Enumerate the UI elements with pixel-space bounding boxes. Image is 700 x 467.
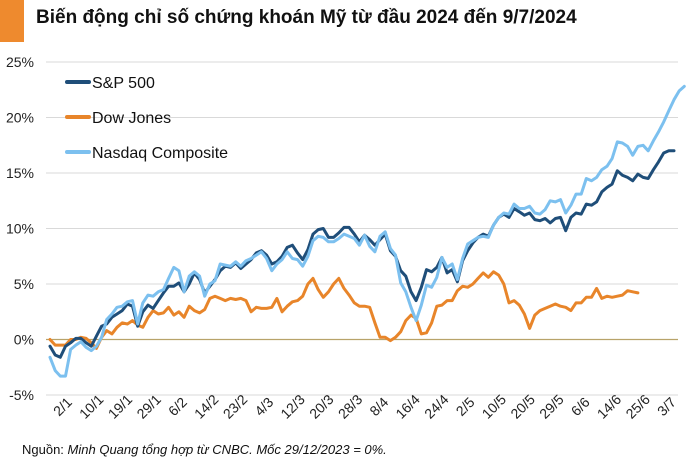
x-tick-label: 20/5 [507, 391, 538, 422]
x-tick-label: 10/1 [76, 391, 107, 422]
source-text: Minh Quang tổng hợp từ CNBC. Mốc 29/12/2… [67, 442, 387, 457]
x-tick-label: 2/5 [453, 394, 478, 419]
x-tick-label: 29/5 [536, 391, 567, 422]
y-tick-label: 0% [14, 332, 34, 348]
y-tick-label: 15% [6, 165, 34, 181]
x-tick-label: 8/4 [366, 394, 391, 419]
x-tick-label: 16/4 [392, 391, 423, 422]
x-tick-label: 12/3 [277, 391, 308, 422]
legend: S&P 500 Dow Jones Nasdaq Composite [65, 75, 228, 162]
x-tick-label: 23/2 [220, 391, 251, 422]
legend-label: Dow Jones [92, 110, 171, 127]
x-tick-label: 29/1 [133, 391, 164, 422]
x-axis: 2/1 10/119/129/1 6/2 14/223/2 4/3 12/320/328/… [50, 391, 679, 422]
x-tick-label: 2/1 [50, 394, 75, 419]
x-tick-label: 4/3 [251, 394, 276, 419]
y-tick-label: -5% [9, 387, 34, 403]
legend-label: Nasdaq Composite [92, 145, 228, 162]
x-tick-label: 3/7 [654, 394, 679, 419]
y-tick-label: 5% [14, 276, 34, 292]
y-axis: 25% 20% 15% 10% 5% 0% -5% [6, 54, 34, 403]
x-tick-label: 6/6 [568, 394, 593, 419]
x-tick-label: 14/2 [191, 391, 222, 422]
dow-jones-line [48, 270, 640, 350]
series-lines [48, 84, 686, 378]
gridlines [46, 61, 678, 396]
x-tick-label: 6/2 [165, 394, 190, 419]
nasdaq-line [48, 84, 686, 378]
legend-label: S&P 500 [92, 75, 155, 92]
y-tick-label: 20% [6, 110, 34, 126]
y-tick-label: 10% [6, 221, 34, 237]
x-tick-label: 28/3 [335, 391, 366, 422]
source-label: Nguồn: [22, 442, 64, 457]
x-tick-label: 24/4 [421, 391, 452, 422]
x-tick-label: 20/3 [306, 391, 337, 422]
y-tick-label: 25% [6, 54, 34, 70]
x-tick-label: 19/1 [105, 391, 136, 422]
line-chart: 25%20%15%10%5%0%-5% 2/1 10/119/129/1 6/2 14… [6, 54, 686, 422]
chart-title: Biến động chỉ số chứng khoán Mỹ từ đầu 2… [36, 7, 577, 28]
title-accent-bar [0, 0, 24, 42]
x-tick-label: 25/6 [622, 391, 653, 422]
x-tick-label: 10/5 [479, 391, 510, 422]
x-tick-label: 14/6 [594, 391, 625, 422]
source-note: Nguồn: Minh Quang tổng hợp từ CNBC. Mốc … [22, 442, 387, 457]
